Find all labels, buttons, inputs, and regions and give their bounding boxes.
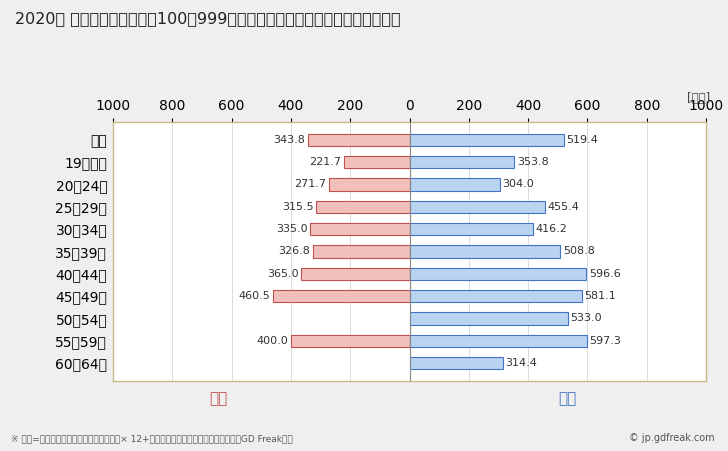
Bar — [409, 313, 568, 325]
Bar — [301, 267, 409, 280]
Text: 455.4: 455.4 — [547, 202, 579, 212]
Text: 335.0: 335.0 — [276, 224, 308, 234]
Bar — [307, 133, 409, 146]
Text: 343.8: 343.8 — [273, 135, 305, 145]
Bar — [329, 178, 409, 190]
Bar — [409, 267, 587, 280]
Text: 271.7: 271.7 — [295, 179, 327, 189]
Bar — [409, 133, 563, 146]
Text: 597.3: 597.3 — [589, 336, 621, 346]
Text: 416.2: 416.2 — [535, 224, 567, 234]
Text: 508.8: 508.8 — [563, 246, 595, 257]
Text: 519.4: 519.4 — [566, 135, 598, 145]
Text: 女性: 女性 — [209, 391, 228, 407]
Text: 304.0: 304.0 — [502, 179, 534, 189]
Text: [万円]: [万円] — [687, 92, 710, 106]
Text: 400.0: 400.0 — [257, 336, 288, 346]
Bar — [409, 178, 499, 190]
Bar — [344, 156, 409, 168]
Text: 581.1: 581.1 — [585, 291, 616, 301]
Text: ※ 年収=「きまって支給する現金給与額」× 12+「年間賞与その他特別給与額」としてGD Freak推計: ※ 年収=「きまって支給する現金給与額」× 12+「年間賞与その他特別給与額」と… — [11, 434, 293, 443]
Bar — [409, 245, 561, 258]
Text: 2020年 民間企業（従業者数100〜999人）フルタイム労働者の男女別平均年収: 2020年 民間企業（従業者数100〜999人）フルタイム労働者の男女別平均年収 — [15, 11, 400, 26]
Bar — [409, 223, 533, 235]
Text: 男性: 男性 — [558, 391, 577, 407]
Bar — [409, 335, 587, 347]
Bar — [409, 156, 515, 168]
Text: 314.4: 314.4 — [505, 358, 537, 368]
Text: 326.8: 326.8 — [278, 246, 310, 257]
Text: © jp.gdfreak.com: © jp.gdfreak.com — [629, 433, 715, 443]
Bar — [409, 290, 582, 302]
Bar — [316, 201, 409, 213]
Text: 365.0: 365.0 — [267, 269, 299, 279]
Bar — [273, 290, 409, 302]
Text: 353.8: 353.8 — [517, 157, 549, 167]
Bar — [409, 357, 503, 369]
Text: 533.0: 533.0 — [570, 313, 601, 323]
Text: 460.5: 460.5 — [239, 291, 271, 301]
Bar — [409, 201, 545, 213]
Text: 315.5: 315.5 — [282, 202, 314, 212]
Bar — [312, 245, 409, 258]
Text: 221.7: 221.7 — [309, 157, 341, 167]
Bar — [310, 223, 409, 235]
Bar — [291, 335, 409, 347]
Text: 596.6: 596.6 — [589, 269, 620, 279]
